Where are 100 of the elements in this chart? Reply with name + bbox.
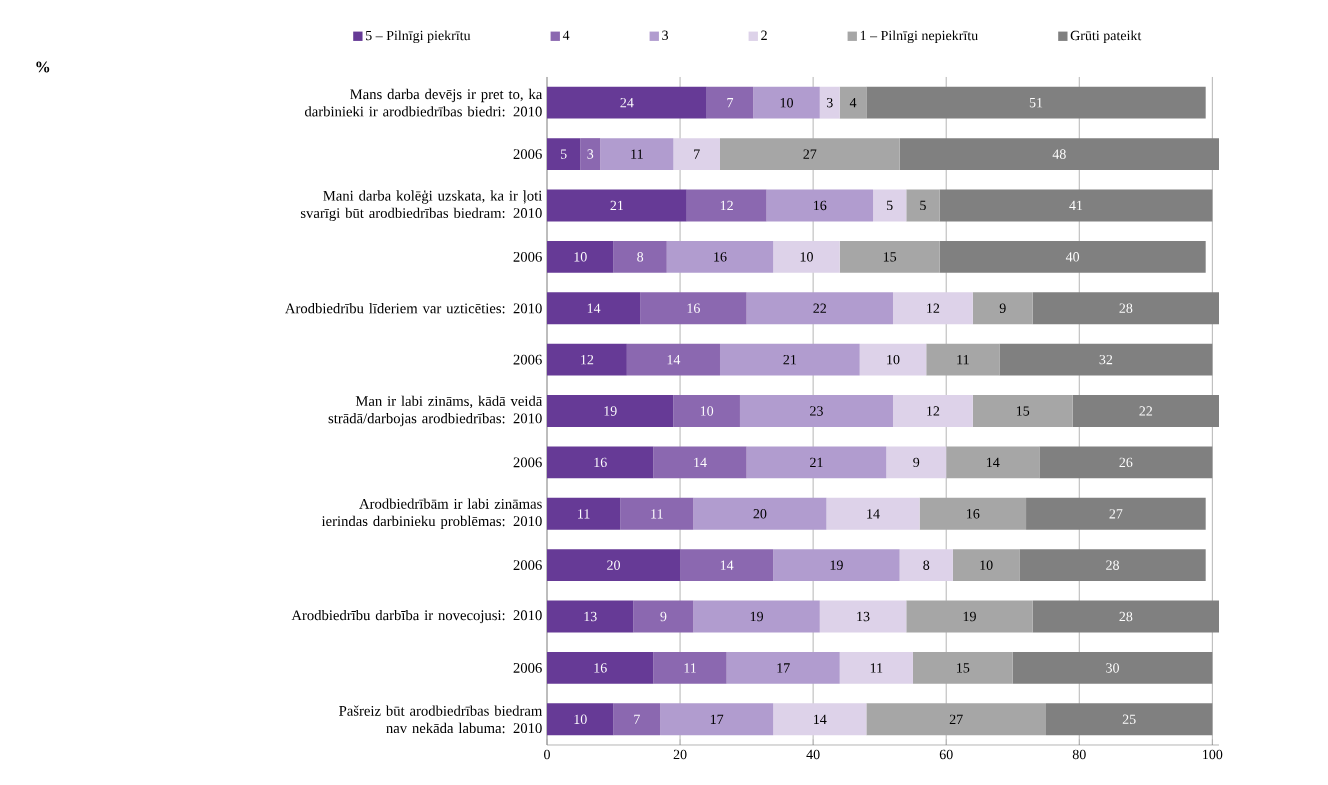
bar [839, 86, 867, 119]
data-label: 19 [830, 560, 843, 570]
data-label: 14 [587, 303, 601, 313]
data-label: 28 [1106, 560, 1120, 570]
bar [919, 497, 1027, 530]
data-label: 23 [810, 406, 823, 416]
data-label: 32 [1099, 354, 1113, 365]
bar [547, 86, 707, 119]
legend-label: 2 [761, 30, 767, 40]
y-tick-label: Man ir labi zināms, kādā veidā strādā/darbojas arodbiedrības: 2010 [328, 395, 543, 427]
bar [547, 549, 681, 582]
data-label: 17 [710, 714, 724, 724]
data-label: 10 [980, 560, 993, 570]
bar [1026, 497, 1206, 530]
data-label: 24 [620, 98, 634, 108]
bar [719, 343, 860, 376]
bar [547, 292, 641, 325]
y-tick-label: Pašreiz būt arodbiedrības biedram nav nekāda labuma: 2010 [339, 705, 543, 734]
bar [547, 703, 614, 736]
bar [626, 343, 720, 376]
bar [600, 138, 674, 171]
data-label: 19 [963, 611, 976, 622]
bar [766, 189, 874, 222]
legend-label: Grūti pateikt [1070, 30, 1142, 44]
data-label: 9 [660, 611, 667, 622]
bar [1072, 395, 1219, 427]
data-label: 9 [999, 303, 1006, 313]
data-label: 16 [594, 457, 607, 468]
data-label: 8 [637, 252, 644, 262]
bar [939, 240, 1206, 273]
data-label: 11 [957, 354, 969, 365]
y-tick-label: 2006 [513, 662, 542, 673]
bar [866, 703, 1047, 736]
data-label: 28 [1119, 303, 1133, 313]
bar [839, 240, 940, 273]
bar [899, 138, 1219, 171]
bar [673, 395, 740, 427]
bar [906, 189, 940, 222]
bar [633, 600, 694, 633]
data-label: 10 [574, 714, 587, 725]
data-label: 10 [800, 252, 813, 262]
bar [1019, 549, 1206, 582]
bar [693, 497, 827, 530]
x-tick-label: 100 [1203, 749, 1223, 760]
bar [547, 343, 627, 376]
x-tick-label: 20 [673, 749, 687, 760]
data-label: 21 [810, 457, 823, 468]
bar [819, 86, 840, 119]
bar [547, 497, 621, 530]
data-label: 19 [750, 611, 764, 622]
bar [726, 651, 840, 684]
data-label: 19 [604, 406, 617, 416]
data-label: 7 [727, 98, 734, 108]
bar [773, 549, 900, 582]
data-label: 16 [594, 663, 607, 673]
data-label: 27 [1109, 509, 1123, 519]
data-label: 5 [920, 200, 926, 211]
bar [859, 343, 927, 376]
data-label: 20 [607, 560, 620, 570]
bar [873, 189, 907, 222]
data-label: 15 [1016, 406, 1030, 416]
data-label: 10 [700, 406, 714, 416]
data-label: 12 [581, 354, 594, 365]
data-label: 10 [574, 252, 587, 262]
text: % [36, 61, 50, 73]
bar [1046, 703, 1213, 736]
bar [972, 395, 1073, 427]
data-label: 14 [814, 714, 827, 724]
bar [547, 189, 687, 222]
data-label: 26 [1119, 457, 1133, 468]
data-label: 11 [870, 663, 883, 673]
data-label: 8 [923, 560, 930, 570]
bar [972, 292, 1033, 325]
data-label: 16 [967, 509, 980, 519]
data-label: 7 [634, 714, 640, 724]
bar [613, 240, 667, 273]
bar [753, 86, 820, 119]
bar [719, 138, 900, 171]
data-label: 3 [826, 97, 833, 108]
y-tick-label: 2006 [513, 251, 542, 262]
data-label: 51 [1029, 97, 1043, 108]
bar [892, 395, 973, 427]
bar [952, 549, 1020, 582]
data-label: 12 [927, 406, 940, 416]
bar [547, 600, 634, 633]
bar [826, 497, 920, 530]
y-tick-label: 2006 [513, 354, 542, 365]
y-tick-label: 2006 [513, 149, 542, 160]
bar [547, 138, 581, 171]
y-tick-label: Arodbiedrību darbība ir novecojusi: 2010 [291, 609, 542, 624]
data-label: 11 [684, 663, 696, 673]
data-label: 7 [694, 149, 700, 159]
bar [666, 240, 774, 273]
bar [547, 240, 614, 273]
x-tick-label: 40 [806, 749, 820, 760]
bar [866, 86, 1206, 119]
bar [899, 549, 953, 582]
data-label: 14 [987, 457, 1000, 467]
data-label: 4 [849, 98, 857, 108]
bar [946, 446, 1040, 479]
